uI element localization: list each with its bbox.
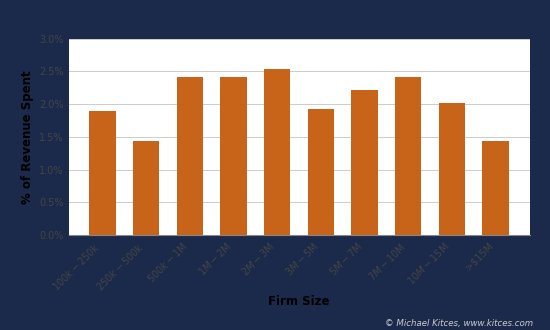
Bar [439,103,465,235]
Bar [90,111,116,235]
Title: PERCENTAGE OF REVENUE SPENT ON MARKETING: PERCENTAGE OF REVENUE SPENT ON MARKETING [94,18,504,33]
Bar [177,77,203,235]
Text: © Michael Kitces, www.kitces.com: © Michael Kitces, www.kitces.com [386,319,534,328]
Bar [351,90,378,235]
Bar [308,109,334,235]
Bar [482,142,509,235]
Bar [264,69,290,235]
Y-axis label: % of Revenue Spent: % of Revenue Spent [20,70,34,204]
Bar [133,142,160,235]
Bar [221,77,246,235]
X-axis label: Firm Size: Firm Size [268,295,330,309]
Bar [395,77,421,235]
